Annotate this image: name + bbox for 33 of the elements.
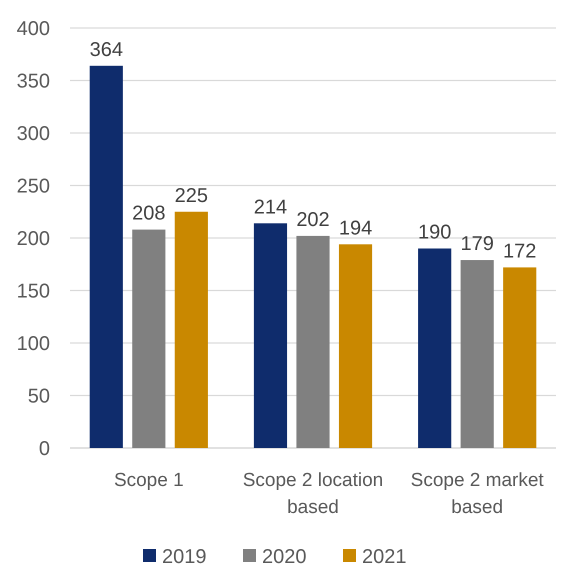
y-tick-label: 200 — [16, 228, 50, 250]
bar — [460, 260, 494, 448]
bar — [503, 267, 536, 448]
x-tick-label: Scope 1 — [114, 470, 184, 491]
data-label: 190 — [418, 222, 452, 244]
data-label: 364 — [90, 38, 123, 61]
data-label: 202 — [296, 208, 330, 231]
bar — [132, 230, 166, 448]
y-tick-label: 0 — [38, 438, 50, 460]
y-tick-label: 150 — [16, 280, 50, 302]
y-tick-label: 50 — [28, 386, 50, 408]
legend-label: 2021 — [362, 546, 406, 568]
data-label: 225 — [174, 184, 208, 207]
bar — [254, 223, 288, 448]
data-label: 208 — [132, 202, 166, 225]
y-tick-label: 350 — [16, 70, 50, 92]
data-label: 214 — [254, 196, 288, 218]
data-label: 179 — [460, 233, 494, 256]
y-tick-label: 100 — [16, 333, 50, 355]
bar — [338, 244, 372, 448]
legend-label: 2019 — [162, 546, 206, 568]
y-tick-label: 300 — [16, 123, 50, 145]
bar — [174, 212, 208, 448]
bar — [90, 66, 123, 448]
bar — [418, 248, 452, 448]
x-tick-label: Scope 2 market based — [410, 470, 544, 518]
y-tick-label: 400 — [16, 18, 50, 40]
y-tick-label: 250 — [16, 176, 50, 198]
data-label: 172 — [503, 240, 536, 262]
legend-label: 2020 — [262, 546, 306, 568]
x-tick-label: Scope 2 location based — [242, 470, 384, 518]
data-label: 194 — [338, 217, 372, 240]
bar — [296, 236, 330, 448]
